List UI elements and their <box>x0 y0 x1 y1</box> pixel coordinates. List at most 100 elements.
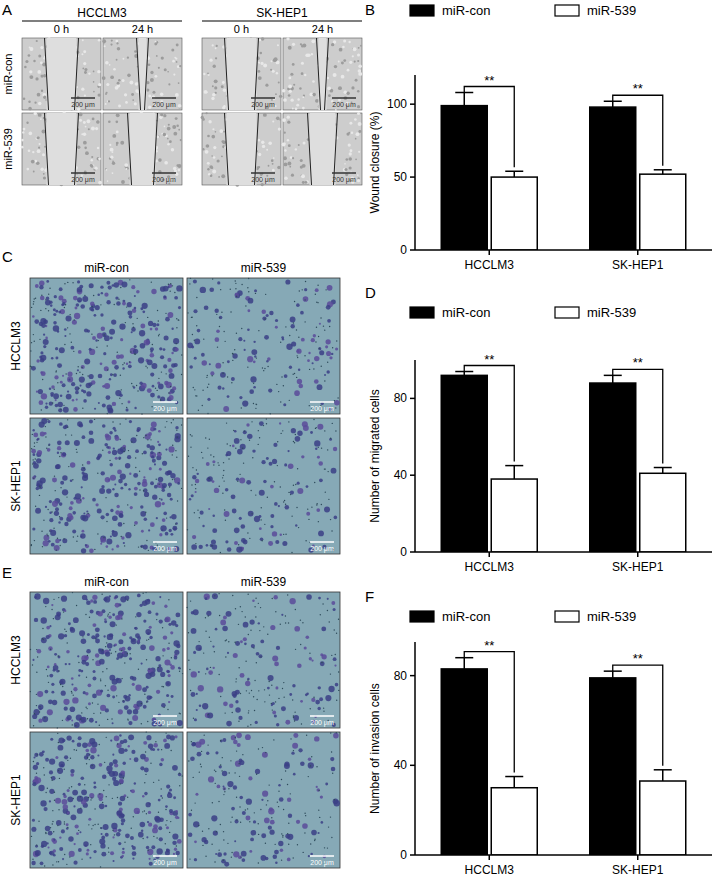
texture <box>206 144 210 148</box>
texture <box>28 101 30 103</box>
texture <box>105 61 109 65</box>
texture <box>86 119 90 123</box>
cell <box>242 400 248 406</box>
pore <box>321 366 322 367</box>
cell <box>154 463 156 465</box>
cell <box>140 343 146 349</box>
cell <box>72 399 74 401</box>
texture <box>164 68 167 71</box>
pore <box>124 362 125 363</box>
cell <box>282 338 284 340</box>
cell <box>261 309 266 314</box>
cell <box>189 365 193 369</box>
texture <box>344 168 347 171</box>
cell <box>270 525 273 528</box>
pore <box>136 385 137 386</box>
pore <box>117 351 118 352</box>
cell <box>310 431 313 434</box>
pore <box>139 471 140 472</box>
cell <box>161 489 165 493</box>
cell <box>83 473 88 478</box>
cell <box>226 451 231 456</box>
cell <box>325 339 330 344</box>
cell <box>291 428 296 433</box>
cell <box>333 447 337 451</box>
texture <box>40 118 42 120</box>
pore <box>191 484 192 485</box>
texture <box>311 53 313 55</box>
cell <box>77 297 82 302</box>
pore <box>64 283 65 284</box>
cell <box>77 287 83 293</box>
cell <box>64 335 66 337</box>
pore <box>64 344 65 345</box>
texture <box>284 149 287 152</box>
cell <box>49 387 52 390</box>
cell <box>136 290 140 294</box>
texture <box>282 89 286 93</box>
pore <box>145 366 146 367</box>
cell <box>150 481 154 485</box>
cell <box>110 509 113 512</box>
pore <box>45 299 46 300</box>
texture <box>284 132 286 134</box>
texture <box>160 93 163 96</box>
texture <box>92 117 95 120</box>
pore <box>256 357 257 358</box>
pore <box>188 456 189 457</box>
texture <box>345 158 348 161</box>
texture <box>352 55 354 57</box>
texture <box>212 85 214 87</box>
pore <box>196 297 197 298</box>
cell <box>129 473 131 475</box>
texture <box>122 79 125 82</box>
pore <box>201 452 202 453</box>
cell <box>254 289 257 292</box>
cell <box>58 408 62 412</box>
pore <box>194 339 195 340</box>
texture <box>179 65 181 67</box>
texture <box>284 142 286 144</box>
cell <box>178 306 181 309</box>
cell <box>121 282 127 288</box>
cell <box>84 358 90 364</box>
pore <box>241 407 242 408</box>
cell <box>264 335 269 340</box>
cell <box>116 301 120 305</box>
cell <box>43 345 46 348</box>
cell <box>118 513 122 517</box>
texture <box>110 156 113 159</box>
pore <box>227 376 228 377</box>
cell <box>50 304 53 307</box>
texture <box>93 91 95 93</box>
pore <box>83 468 84 469</box>
texture <box>290 73 293 76</box>
pore <box>222 372 223 373</box>
pore <box>176 327 177 328</box>
scale-bar <box>251 172 275 174</box>
pore <box>60 408 61 409</box>
pore <box>260 519 261 520</box>
texture <box>98 181 102 185</box>
cell <box>324 507 330 513</box>
texture <box>24 66 27 69</box>
pore <box>284 500 285 501</box>
cell <box>327 319 331 323</box>
cell <box>317 456 320 459</box>
cell <box>268 541 273 546</box>
cell <box>68 379 70 381</box>
cell <box>61 452 66 457</box>
cell <box>151 455 154 458</box>
cell <box>112 515 118 521</box>
cell <box>174 436 180 442</box>
cell <box>272 459 277 464</box>
cell <box>140 511 146 517</box>
texture <box>175 57 177 59</box>
cell <box>107 405 113 411</box>
cell <box>253 360 256 363</box>
cell <box>52 478 57 483</box>
cell <box>150 353 155 358</box>
texture <box>206 112 208 114</box>
wound-edge <box>137 38 141 110</box>
cell <box>39 280 44 285</box>
